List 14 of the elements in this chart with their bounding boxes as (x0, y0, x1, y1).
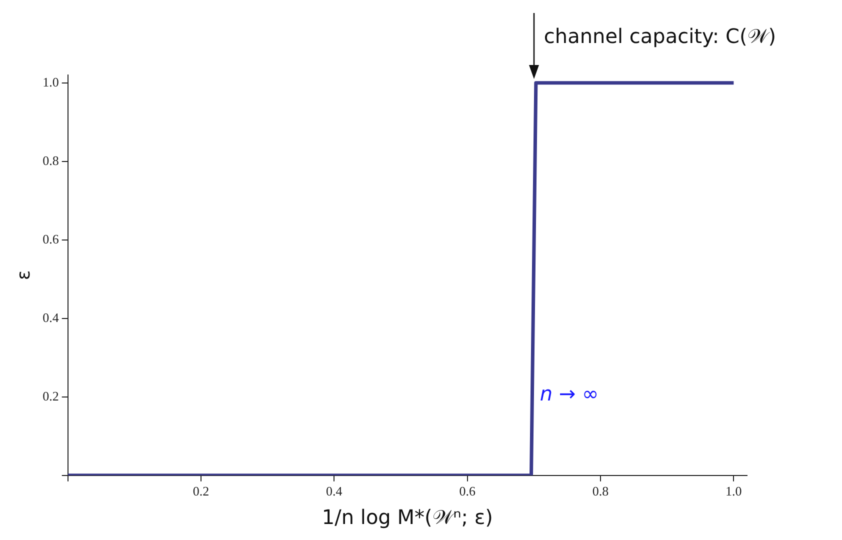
annotation: n → ∞ (540, 382, 599, 406)
x-tick-label: 0.2 (192, 484, 210, 499)
y-tick-label: 1.0 (42, 74, 59, 90)
annotation: channel capacity: C(𝒲) (544, 24, 776, 48)
y-tick-label: 0.2 (42, 388, 59, 404)
y-axis-title: ε (13, 270, 34, 280)
x-tick-label: 1.0 (726, 484, 742, 499)
x-axis-title: 1/n log M*(𝒲ⁿ; ε) (322, 505, 493, 530)
y-tick-label: 0.4 (42, 310, 60, 325)
x-tick-label: 0.4 (326, 484, 343, 499)
y-tick-label: 0.6 (42, 231, 60, 246)
x-tick-label: 0.6 (459, 484, 476, 499)
y-tick-label: 0.8 (42, 152, 59, 168)
x-tick-label: 0.8 (592, 484, 609, 499)
